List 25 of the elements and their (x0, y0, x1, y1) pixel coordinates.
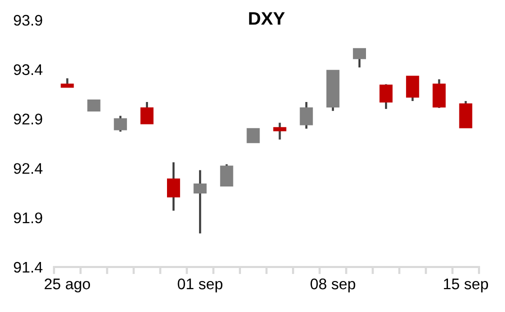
candlestick (167, 161, 180, 212)
candlestick (380, 83, 393, 110)
x-tick-label: 25 ago (44, 278, 90, 292)
candlestick (140, 100, 154, 125)
candlestick (352, 48, 366, 68)
candlestick (87, 99, 100, 112)
candlestick (220, 163, 234, 188)
candlestick (194, 169, 207, 234)
x-tick-label: 15 sep (444, 278, 488, 292)
candlestick (459, 100, 472, 129)
candlestick (114, 114, 127, 133)
candlestick (300, 100, 313, 130)
y-tick-label: 92.4 (14, 163, 42, 174)
y-tick-label: 91.9 (14, 212, 42, 224)
x-tick-label: 08 sep (310, 278, 356, 292)
y-tick-label: 91.4 (14, 262, 42, 273)
y-tick-label: 93.9 (14, 14, 42, 26)
x-tick-label: 01 sep (178, 278, 222, 292)
candlestick (432, 78, 446, 109)
candlestick (273, 122, 286, 141)
candlestick (246, 128, 260, 144)
candlestick (406, 75, 420, 102)
y-tick-label: 92.9 (14, 114, 42, 124)
chart-title: DXY (249, 12, 285, 25)
y-tick-label: 93.4 (14, 64, 42, 76)
